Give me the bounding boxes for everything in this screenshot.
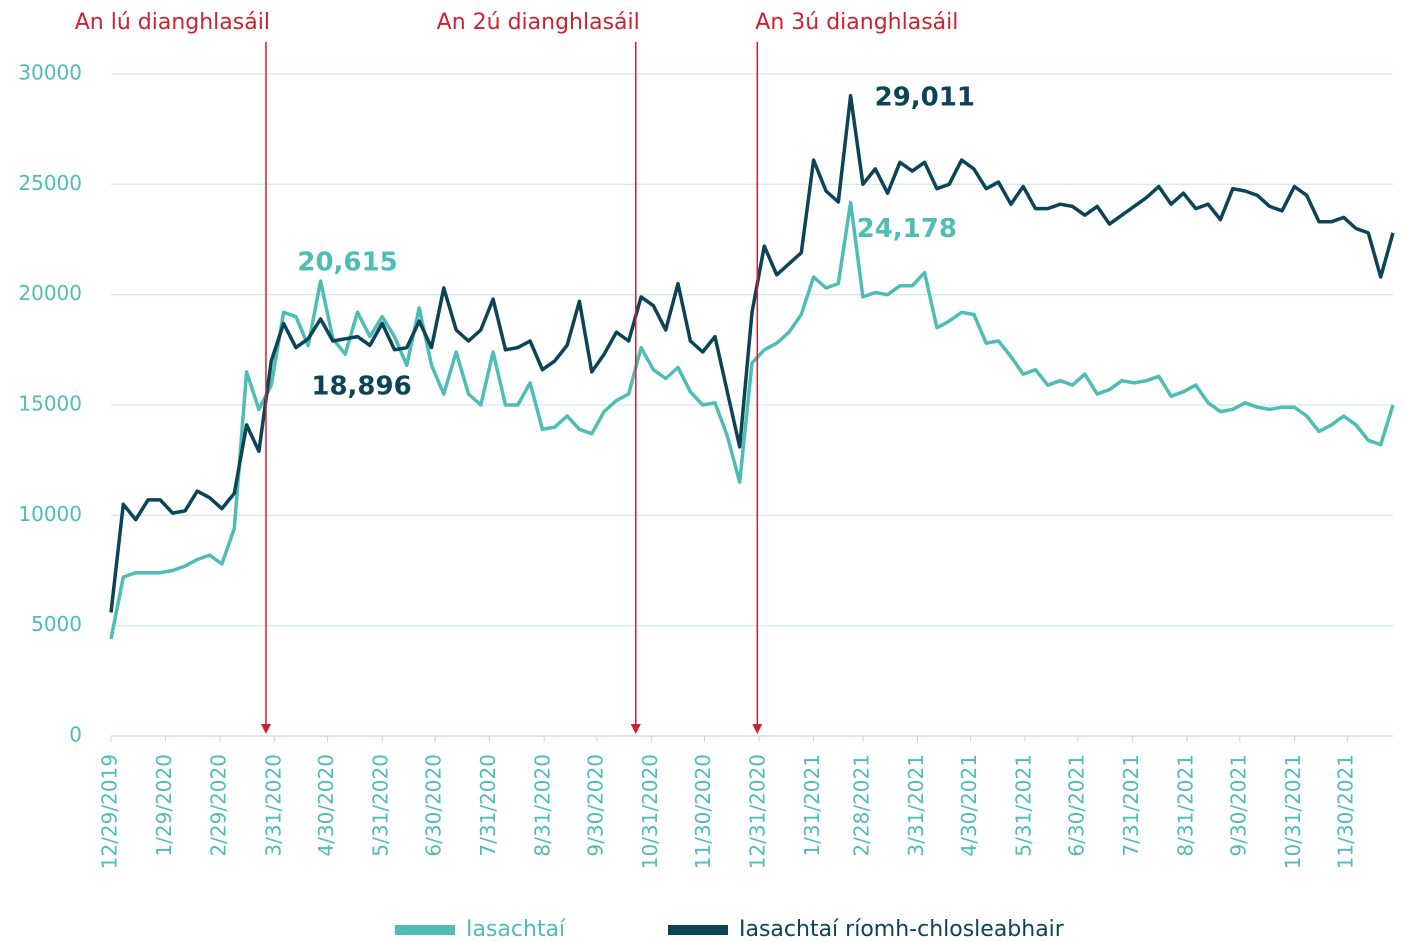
phase-label: An 2ú dianghlasáil (437, 10, 640, 35)
value-label: 24,178 (857, 214, 957, 244)
legend-swatch (668, 925, 728, 935)
y-tick-label: 20000 (18, 281, 82, 305)
x-tick-label: 6/30/2020 (422, 754, 446, 857)
y-tick-label: 30000 (18, 61, 82, 85)
line-series (109, 94, 1395, 613)
x-tick-label: 1/31/2021 (800, 754, 824, 857)
value-label: 18,896 (311, 372, 411, 402)
x-tick-label: 11/30/2021 (1334, 754, 1358, 869)
x-tick-label: 5/31/2021 (1011, 754, 1035, 857)
x-tick-label: 10/31/2021 (1281, 754, 1305, 869)
x-tick-label: 8/31/2020 (531, 754, 555, 857)
x-tick-label: 11/30/2020 (691, 754, 715, 869)
x-tick-label: 9/30/2021 (1226, 754, 1250, 857)
y-tick-label: 25000 (18, 171, 82, 195)
legend-swatch (395, 925, 455, 935)
x-tick-label: 10/31/2020 (638, 754, 662, 869)
x-tick-label: 1/29/2020 (152, 754, 176, 857)
legend-label: Iasachtaí ríomh-chlosleabhair (739, 917, 1065, 942)
x-tick-label: 9/30/2020 (584, 754, 608, 857)
phase-arrow (752, 724, 763, 734)
x-tick-label: 2/29/2020 (207, 754, 231, 857)
x-tick-label: 6/30/2021 (1064, 754, 1088, 857)
y-tick-label: 15000 (18, 392, 82, 416)
x-tick-label: 4/30/2020 (314, 754, 338, 857)
x-tick-label: 12/29/2019 (98, 754, 122, 869)
x-tick-label: 8/31/2021 (1173, 754, 1197, 857)
y-tick-label: 10000 (18, 502, 82, 526)
phase-arrow (260, 724, 271, 734)
y-tick-label: 5000 (31, 612, 82, 636)
x-tick-label: 3/31/2021 (904, 754, 928, 857)
x-tick-label: 3/31/2020 (261, 754, 285, 857)
x-tick-label: 7/31/2020 (476, 754, 500, 857)
phase-label: An 3ú dianghlasáil (755, 10, 958, 35)
line-series (109, 200, 1395, 640)
x-tick-label: 4/30/2021 (957, 754, 981, 857)
phase-label: An lú dianghlasáil (75, 10, 270, 35)
x-tick-label: 5/31/2020 (369, 754, 393, 857)
y-tick-label: 0 (69, 723, 82, 747)
value-label: 20,615 (297, 248, 397, 278)
x-tick-label: 12/31/2020 (746, 754, 770, 869)
legend-label: Iasachtaí (466, 917, 566, 942)
value-label: 29,011 (875, 82, 975, 112)
x-tick-label: 7/31/2021 (1119, 754, 1143, 857)
phase-arrow (630, 724, 641, 734)
x-tick-label: 2/28/2021 (849, 754, 873, 857)
